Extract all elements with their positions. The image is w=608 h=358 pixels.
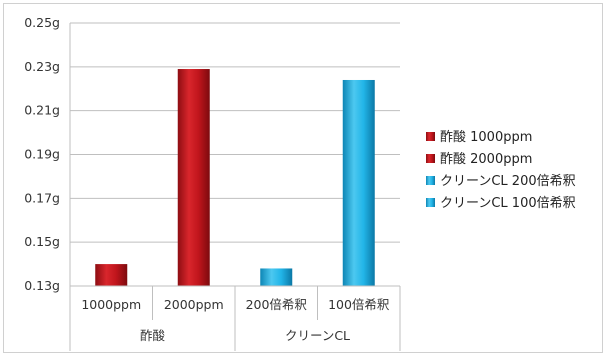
legend-label: クリーンCL 100倍希釈 — [440, 196, 576, 211]
x-category-label: 100倍希釈 — [328, 297, 390, 312]
legend: 酢酸 1000ppm 酢酸 2000ppm クリーンCL 200倍希釈クリーンCL … — [426, 130, 576, 211]
x-group-label: 酢酸 — [140, 328, 166, 343]
y-axis-ticks: 0.25g 0.23g 0.21g 0.19g 0.17g 0.15g 0.13g — [24, 15, 60, 293]
y-tick-label: 0.17g — [24, 190, 60, 205]
y-tick-label: 0.25g — [24, 15, 60, 30]
bar-1 — [95, 264, 128, 286]
legend-label: クリーンCL 200倍希釈 — [440, 174, 576, 189]
bar-4 — [342, 79, 375, 286]
chart-frame — [3, 3, 603, 353]
bars — [95, 69, 375, 287]
x-group-label: クリーンCL — [285, 328, 350, 343]
bar-3 — [260, 268, 293, 286]
y-tick-label: 0.21g — [24, 103, 60, 118]
bar-2 — [177, 69, 210, 287]
y-tick-label: 0.23g — [24, 59, 60, 74]
y-tick-label: 0.13g — [24, 278, 60, 293]
legend-swatch — [426, 176, 435, 185]
legend-swatch — [426, 132, 435, 141]
legend-swatch — [426, 198, 435, 207]
legend-swatch — [426, 154, 435, 163]
x-category-label: 200倍希釈 — [246, 297, 308, 312]
x-category-label: 2000ppm — [164, 297, 224, 312]
y-tick-label: 0.15g — [24, 234, 60, 249]
y-tick-label: 0.19g — [24, 147, 60, 162]
legend-label: 酢酸 1000ppm — [440, 130, 532, 145]
x-category-label: 1000ppm — [81, 297, 141, 312]
legend-label: 酢酸 2000ppm — [440, 152, 532, 167]
